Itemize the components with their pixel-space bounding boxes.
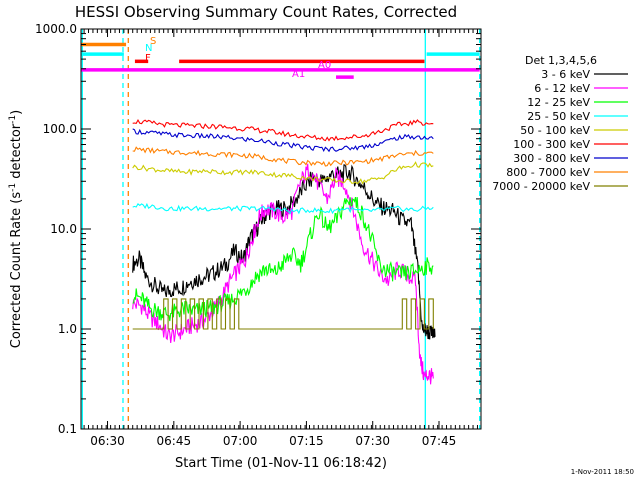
y-axis-label-close: ) [9, 110, 24, 115]
y-axis-label-sup2: -1 [8, 115, 18, 124]
legend-entry-label-2: 6 - 12 keV [534, 82, 590, 95]
legend-entry-label-5: 50 - 100 keV [520, 124, 590, 137]
x-tick-label: 07:15 [289, 434, 324, 448]
legend-entry-label-8: 800 - 7000 keV [506, 166, 590, 179]
legend-title: Det 1,3,4,5,6 [525, 54, 597, 67]
series-line-8 [133, 147, 434, 166]
y-axis-label: Corrected Count Rate (s-1 detector-1) [8, 110, 24, 348]
flag-label-a0: A0 [318, 60, 331, 71]
flag-label-f: F [145, 53, 151, 64]
x-tick-label: 07:45 [422, 434, 457, 448]
series-line-9 [133, 299, 434, 329]
y-tick-label: 1000.0 [35, 22, 77, 36]
legend-entry-label-4: 25 - 50 keV [527, 110, 590, 123]
chart-title: HESSI Observing Summary Count Rates, Cor… [75, 3, 457, 21]
count-rate-plot: HESSI Observing Summary Count Rates, Cor… [0, 0, 640, 480]
x-axis-label: Start Time (01-Nov-11 06:18:42) [175, 456, 387, 471]
x-tick-label: 07:30 [355, 434, 390, 448]
legend-entry-label-7: 300 - 800 keV [513, 152, 590, 165]
legend-entry-label-6: 100 - 300 keV [513, 138, 590, 151]
legend-entry-label-3: 12 - 25 keV [527, 96, 590, 109]
x-tick-label: 06:30 [90, 434, 125, 448]
series-line-6 [133, 120, 434, 141]
legend-entry-label-9: 7000 - 20000 keV [492, 180, 590, 193]
y-axis-label-sup1: -1 [8, 183, 18, 192]
plot-frame [81, 29, 481, 429]
y-tick-label: 1.0 [58, 322, 77, 336]
x-tick-label: 07:00 [223, 434, 258, 448]
y-tick-label: 100.0 [43, 122, 77, 136]
y-tick-label: 10.0 [50, 222, 77, 236]
y-axis-label-main: Corrected Count Rate (s [9, 192, 24, 349]
series-line-2 [133, 164, 434, 384]
series-line-5 [133, 162, 434, 183]
x-tick-label: 06:45 [157, 434, 192, 448]
y-tick-label: 0.1 [58, 422, 77, 436]
y-axis-label-tail: detector [9, 123, 24, 183]
footer-timestamp: 1-Nov-2011 18:50 [571, 468, 634, 476]
legend-entry-label-1: 3 - 6 keV [541, 68, 590, 81]
flag-label-a1: A1 [292, 69, 305, 80]
